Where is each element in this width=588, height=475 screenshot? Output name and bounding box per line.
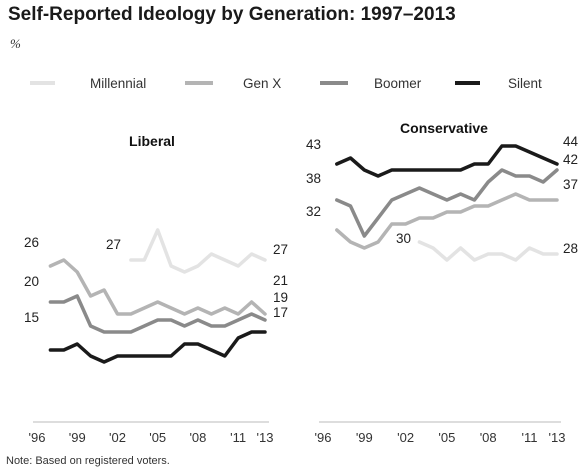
x-tick-label: '05 — [438, 430, 455, 445]
series-line-millennial — [129, 228, 267, 274]
start-label-millennial: 30 — [396, 231, 411, 246]
legend: Millennial Gen X Boomer Silent — [30, 76, 542, 91]
series-line-millennial — [417, 240, 559, 262]
series-line-gen-x — [48, 258, 267, 316]
chart-title: Self-Reported Ideology by Generation: 19… — [8, 4, 456, 25]
x-tick-label: '13 — [257, 430, 274, 445]
start-label-boomer: 38 — [306, 171, 321, 186]
x-tick-label: '96 — [29, 430, 46, 445]
series-line-boomer — [48, 294, 267, 334]
start-label-millennial: 27 — [106, 237, 121, 252]
x-tick-label: '11 — [230, 430, 246, 445]
x-tick-label: '02 — [109, 430, 126, 445]
end-label-millennial: 28 — [563, 241, 578, 256]
end-label-boomer: 42 — [563, 152, 578, 167]
x-tick-label: '99 — [69, 430, 86, 445]
conservative-panel: Conservative '96 '99 '02 '05 '08 '11 '13 30 28 32 3… — [306, 120, 579, 445]
end-label-gen-x: 37 — [563, 177, 578, 192]
series-line-silent — [48, 330, 267, 364]
panel-title: Liberal — [129, 133, 175, 149]
x-tick-label: '11 — [521, 430, 537, 445]
end-label-millennial: 27 — [273, 242, 288, 257]
unit-label: % — [10, 36, 21, 51]
end-label-boomer: 19 — [273, 290, 288, 305]
x-tick-label: '02 — [397, 430, 414, 445]
start-label-boomer: 20 — [24, 274, 39, 289]
legend-label-silent: Silent — [508, 76, 542, 91]
start-label-gen-x: 32 — [306, 204, 321, 219]
legend-label-gen-x: Gen X — [243, 76, 281, 91]
liberal-panel: Liberal '96 '99 '02 '05 '08 '11 '13 27 27 26 21 20 19… — [24, 133, 288, 445]
legend-label-boomer: Boomer — [374, 76, 422, 91]
footnote: Note: Based on registered voters. — [6, 455, 170, 467]
start-label-silent: 43 — [306, 137, 321, 152]
x-tick-label: '99 — [356, 430, 373, 445]
x-tick-label: '13 — [549, 430, 566, 445]
series-line-gen-x — [335, 192, 559, 250]
end-label-silent: 17 — [273, 305, 288, 320]
start-label-gen-x: 26 — [24, 235, 39, 250]
start-label-silent: 15 — [24, 310, 39, 325]
series-line-silent — [335, 144, 559, 178]
legend-label-millennial: Millennial — [90, 76, 146, 91]
panel-title: Conservative — [400, 120, 488, 136]
x-tick-label: '05 — [149, 430, 166, 445]
end-label-gen-x: 21 — [273, 273, 288, 288]
x-tick-label: '08 — [189, 430, 206, 445]
series-line-boomer — [335, 168, 559, 238]
x-tick-label: '96 — [315, 430, 332, 445]
x-tick-label: '08 — [480, 430, 497, 445]
end-label-silent: 44 — [563, 134, 579, 149]
